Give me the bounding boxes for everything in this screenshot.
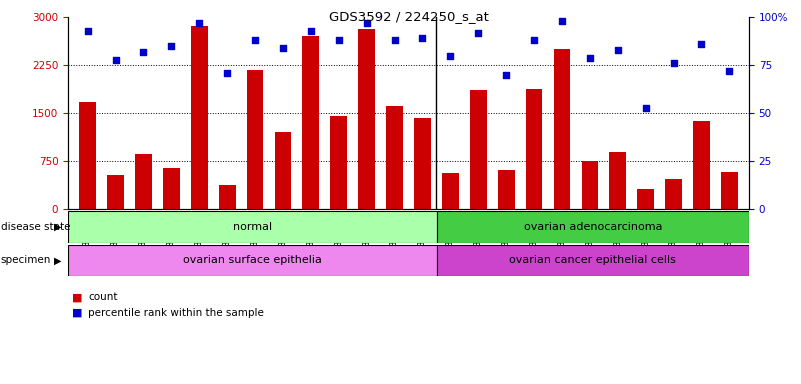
Bar	[437, 245, 749, 276]
Text: percentile rank within the sample: percentile rank within the sample	[88, 308, 264, 318]
Point	[221, 70, 234, 76]
Bar	[358, 29, 375, 209]
Point	[109, 56, 122, 63]
Bar	[386, 106, 403, 209]
Point	[360, 20, 373, 26]
Text: disease state: disease state	[1, 222, 70, 232]
Point	[137, 49, 150, 55]
Text: ■: ■	[72, 308, 83, 318]
Bar	[437, 211, 749, 243]
Point	[81, 28, 94, 34]
Point	[695, 41, 708, 47]
Bar	[107, 175, 124, 209]
Point	[611, 47, 624, 53]
Point	[332, 37, 345, 43]
Text: ovarian cancer epithelial cells: ovarian cancer epithelial cells	[509, 255, 676, 265]
Bar	[665, 179, 682, 209]
Point	[388, 37, 401, 43]
Bar	[525, 89, 542, 209]
Text: ovarian adenocarcinoma: ovarian adenocarcinoma	[524, 222, 662, 232]
Bar	[414, 118, 431, 209]
Text: ▶: ▶	[54, 222, 62, 232]
Text: specimen: specimen	[1, 255, 51, 265]
Bar	[247, 70, 264, 209]
Point	[472, 30, 485, 36]
Bar	[68, 211, 437, 243]
Bar	[275, 132, 292, 209]
Point	[444, 53, 457, 59]
Point	[639, 104, 652, 111]
Bar	[219, 185, 235, 209]
Bar	[610, 152, 626, 209]
Bar	[79, 102, 96, 209]
Bar	[330, 116, 347, 209]
Bar	[442, 173, 459, 209]
Point	[248, 37, 261, 43]
Bar	[191, 26, 207, 209]
Bar	[470, 89, 487, 209]
Point	[583, 55, 596, 61]
Bar	[497, 170, 514, 209]
Point	[276, 45, 289, 51]
Point	[556, 18, 569, 24]
Bar	[693, 121, 710, 209]
Point	[193, 20, 206, 26]
Bar	[163, 168, 179, 209]
Point	[416, 35, 429, 41]
Bar	[68, 245, 437, 276]
Text: ■: ■	[72, 292, 83, 302]
Text: GDS3592 / 224250_s_at: GDS3592 / 224250_s_at	[328, 10, 489, 23]
Point	[500, 72, 513, 78]
Bar	[553, 49, 570, 209]
Text: count: count	[88, 292, 118, 302]
Bar	[582, 161, 598, 209]
Text: ovarian surface epithelia: ovarian surface epithelia	[183, 255, 322, 265]
Bar	[721, 172, 738, 209]
Bar	[303, 36, 320, 209]
Text: normal: normal	[233, 222, 272, 232]
Point	[723, 68, 736, 74]
Point	[304, 28, 317, 34]
Point	[528, 37, 541, 43]
Text: ▶: ▶	[54, 255, 62, 265]
Point	[667, 60, 680, 66]
Point	[165, 43, 178, 49]
Bar	[638, 189, 654, 209]
Bar	[135, 154, 152, 209]
